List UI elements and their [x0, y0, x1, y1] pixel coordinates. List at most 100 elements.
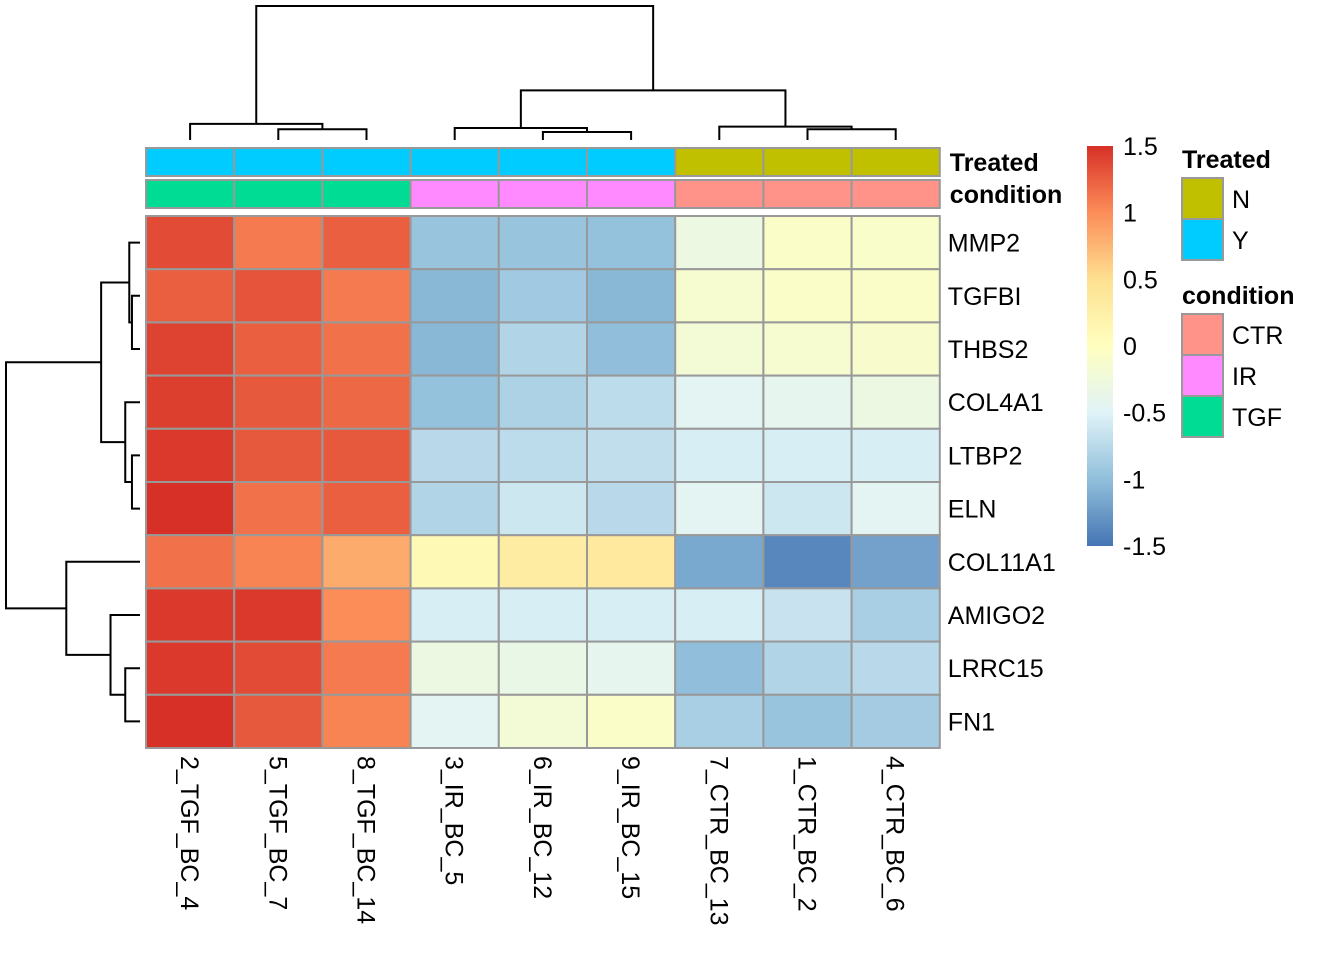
heatmap-cell	[674, 534, 765, 590]
heatmap-cell	[233, 534, 324, 590]
annotation-cell-condition	[762, 179, 853, 209]
heatmap-cell	[145, 427, 236, 483]
dendrogram-branch	[806, 128, 897, 140]
column-annotations: Treated condition	[145, 147, 1062, 209]
legend-swatch	[1181, 354, 1224, 397]
legend-swatch	[1181, 395, 1224, 438]
heatmap-cell	[762, 321, 853, 377]
annotation-cell-condition	[233, 179, 324, 209]
heatmap-cell	[850, 534, 941, 590]
heatmap-cell	[409, 534, 500, 590]
heatmap-cell	[233, 481, 324, 537]
heatmap-cell	[674, 321, 765, 377]
color-scale-tick-label: 1	[1123, 200, 1137, 228]
heatmap-cell	[586, 374, 677, 430]
heatmap-cell	[586, 321, 677, 377]
heatmap-cell	[674, 587, 765, 643]
legend-title-treated: Treated	[1182, 146, 1271, 174]
row-label: COL4A1	[948, 389, 1044, 417]
column-label: 6_IR_BC_12	[528, 756, 556, 899]
heatmap-cell	[321, 215, 412, 271]
heatmap-cell	[762, 534, 853, 590]
color-scale-tick-label: -1.5	[1123, 533, 1166, 561]
heatmap-cell	[674, 374, 765, 430]
heatmap-cell	[674, 481, 765, 537]
row-label: COL11A1	[948, 549, 1056, 577]
legend-item-label: IR	[1232, 363, 1257, 391]
heatmap-cell	[674, 215, 765, 271]
heatmap-cell	[850, 374, 941, 430]
annotation-cell-condition	[321, 179, 412, 209]
annotation-cell-treated	[145, 147, 236, 177]
heatmap-cell	[321, 640, 412, 696]
heatmap-cell	[497, 587, 588, 643]
dendrogram-branch	[124, 667, 140, 723]
heatmap-cells	[145, 215, 941, 749]
heatmap-cell	[233, 587, 324, 643]
heatmap-cell	[321, 321, 412, 377]
heatmap-cell	[850, 587, 941, 643]
dendrogram-branch	[65, 560, 140, 656]
row-label: LRRC15	[948, 655, 1044, 683]
row-label: AMIGO2	[948, 602, 1045, 630]
annotation-cell-treated	[674, 147, 765, 177]
heatmap-cell	[850, 693, 941, 749]
annotation-cell-condition	[145, 179, 236, 209]
heatmap-cell	[497, 268, 588, 324]
heatmap-cell	[409, 481, 500, 537]
column-label: 5_TGF_BC_7	[263, 756, 291, 910]
color-scale-tick-label: 0.5	[1123, 266, 1158, 294]
heatmap-cell	[321, 693, 412, 749]
annotation-label-treated: Treated	[950, 149, 1039, 177]
row-label: ELN	[948, 496, 997, 524]
heatmap-cell	[762, 427, 853, 483]
heatmap-cell	[497, 215, 588, 271]
heatmap-cell	[497, 481, 588, 537]
annotation-cell-treated	[321, 147, 412, 177]
legend-item-label: N	[1232, 186, 1250, 214]
heatmap-cell	[586, 534, 677, 590]
heatmap-cell	[497, 693, 588, 749]
heatmap-cell	[321, 534, 412, 590]
heatmap-cell	[321, 374, 412, 430]
row-label: MMP2	[948, 230, 1020, 258]
heatmap-cell	[674, 640, 765, 696]
dendrogram-branch	[189, 122, 324, 140]
heatmap-cell	[762, 587, 853, 643]
heatmap-cell	[762, 481, 853, 537]
dendrogram-branch	[130, 454, 140, 510]
heatmap-cell	[674, 427, 765, 483]
dendrogram-branch	[130, 294, 140, 350]
color-scale-bar	[1087, 146, 1113, 546]
heatmap-cell	[850, 321, 941, 377]
annotation-cell-treated	[586, 147, 677, 177]
column-label: 7_CTR_BC_13	[704, 756, 732, 926]
color-scale-tick-label: -0.5	[1123, 400, 1166, 428]
heatmap-cell	[321, 587, 412, 643]
row-labels: MMP2 TGFBI THBS2 COL4A1 LTBP2 ELN COL11A1 AMIGO…	[948, 230, 1056, 737]
dendrogram-branch	[519, 89, 787, 128]
heatmap-cell	[586, 215, 677, 271]
row-dendrogram	[5, 241, 140, 723]
column-dendrogram	[189, 5, 897, 140]
heatmap-cell	[586, 640, 677, 696]
legend-item-label: Y	[1232, 227, 1249, 255]
row-label: LTBP2	[948, 442, 1023, 470]
heatmap-cell	[850, 640, 941, 696]
color-scale-tick-label: 0	[1123, 333, 1137, 361]
heatmap-cell	[145, 587, 236, 643]
heatmap-cell	[586, 427, 677, 483]
annotation-cell-treated	[850, 147, 941, 177]
dendrogram-branch	[277, 128, 368, 140]
heatmap-cell	[233, 374, 324, 430]
heatmap-cell	[850, 215, 941, 271]
legend-title-condition: condition	[1182, 282, 1294, 310]
annotation-cell-condition	[586, 179, 677, 209]
dendrogram-branch	[128, 241, 140, 324]
column-label: 2_TGF_BC_4	[175, 756, 203, 910]
heatmap-cell	[233, 693, 324, 749]
heatmap-cell	[321, 481, 412, 537]
heatmap-cell	[145, 481, 236, 537]
column-label: 1_CTR_BC_2	[793, 756, 821, 912]
heatmap-cell	[586, 693, 677, 749]
